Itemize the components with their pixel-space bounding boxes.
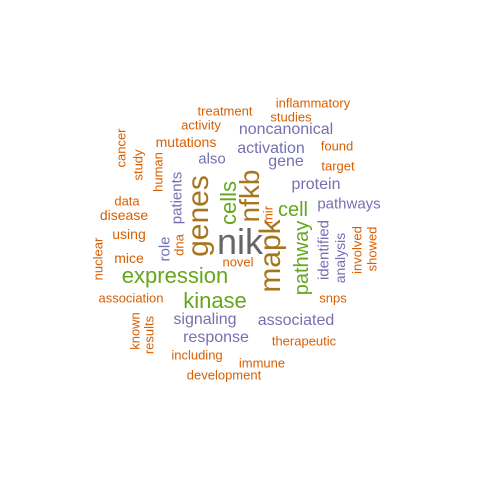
word-novel: novel [222,254,254,270]
word-association: association [98,290,164,306]
word-including: including [171,347,223,363]
word-development: development [186,367,262,383]
word-studies: studies [270,109,312,125]
word-found: found [320,138,354,154]
word-patients: patients [168,171,186,225]
word-identified: identified [315,219,333,281]
word-using: using [112,226,146,242]
word-protein: protein [291,176,341,193]
word-results: results [141,315,157,355]
word-role: role [156,236,174,262]
word-treatment: treatment [197,103,253,119]
word-nik: nik [216,221,264,262]
word-analysis: analysis [332,232,348,284]
word-noncanonical: noncanonical [238,121,334,138]
word-immune: immune [238,355,286,371]
word-inflammatory: inflammatory [275,95,351,111]
word-kinase: kinase [183,288,247,313]
word-mapk: mapk [254,219,287,293]
word-pathways: pathways [317,195,381,213]
word-cell: cell [277,199,309,221]
word-gene: gene [268,153,304,170]
word-expression: expression [121,263,229,288]
word-mice: mice [114,250,144,266]
word-snps: snps [319,290,347,306]
word-data: data [114,193,140,209]
word-nuclear: nuclear [90,237,106,281]
word-mutations: mutations [155,134,217,150]
word-also: also [198,150,226,168]
word-study: study [130,149,146,181]
word-genes: genes [182,175,215,257]
word-pathway: pathway [291,220,313,296]
word-involved: involved [349,226,365,274]
word-associated: associated [257,312,335,329]
word-human: human [150,152,166,192]
word-response: response [183,329,249,346]
word-disease: disease [99,207,149,223]
word-showed: showed [364,226,380,272]
word-cells: cells [216,180,241,226]
word-activation: activation [237,140,305,157]
word-target: target [321,158,355,174]
word-dna: dna [171,234,187,256]
word-mir: mir [260,205,276,225]
word-therapeutic: therapeutic [271,333,337,349]
word-activity: activity [181,117,221,133]
word-known: known [127,312,143,350]
word-signaling: signaling [173,311,237,328]
word-cancer: cancer [113,128,129,168]
